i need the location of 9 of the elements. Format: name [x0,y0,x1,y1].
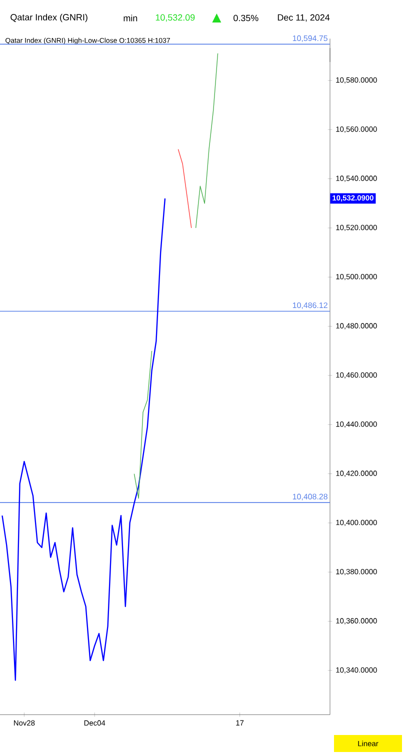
text: 10,532.09 [156,14,195,22]
line-series [178,148,192,228]
line-series [195,53,218,228]
text: 0.35% [234,14,258,22]
line-series [2,198,166,681]
text: Dec 11, 2024 [278,14,330,22]
text: min [124,14,138,22]
line-series [134,350,152,499]
chart-title: Qatar Index (GNRI) [10,14,88,22]
